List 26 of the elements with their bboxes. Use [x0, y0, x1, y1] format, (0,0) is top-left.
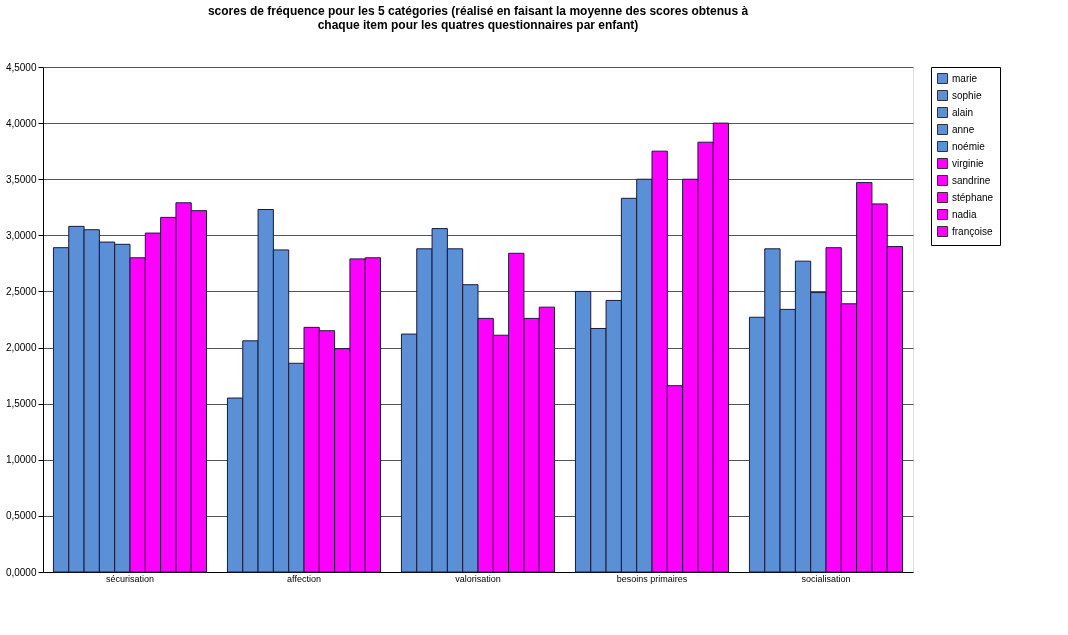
x-tick-label: affection — [287, 573, 321, 584]
legend-label: alain — [952, 106, 974, 118]
y-tick-label: 0,0000 — [5, 566, 37, 578]
x-tick-label: sécurisation — [105, 573, 155, 584]
y-tick-label: 2,5000 — [5, 285, 37, 297]
y-tick-label: 3,5000 — [5, 173, 37, 185]
y-tick-label: 1,5000 — [5, 398, 37, 410]
x-tick-label: socialisation — [801, 573, 851, 584]
y-tick-label: 3,0000 — [5, 229, 37, 241]
legend-label: stéphane — [952, 191, 994, 203]
legend-label: nadia — [952, 208, 977, 220]
x-tick-label: besoins primaires — [616, 573, 688, 584]
y-tick-label: 4,5000 — [5, 61, 37, 73]
y-tick-label: 0,5000 — [5, 510, 37, 522]
chart-title: scores de fréquence pour les 5 catégories (réalisé en faisant la moyenne des scores obtenus à chaque item pour les quatres questionnaires par enfant) — [207, 4, 749, 32]
legend-label: françoise — [952, 225, 994, 237]
x-tick-label: valorisation — [455, 573, 501, 584]
y-tick-label: 2,0000 — [5, 342, 37, 354]
legend-label: virginie — [952, 157, 985, 169]
y-tick-label: 1,0000 — [5, 454, 37, 466]
legend-label: marie — [952, 72, 978, 84]
y-tick-label: 4,0000 — [5, 117, 37, 129]
legend-label: anne — [952, 123, 975, 135]
legend-label: sophie — [952, 89, 982, 101]
legend-label: sandrine — [952, 174, 991, 186]
legend-label: noémie — [952, 140, 986, 152]
